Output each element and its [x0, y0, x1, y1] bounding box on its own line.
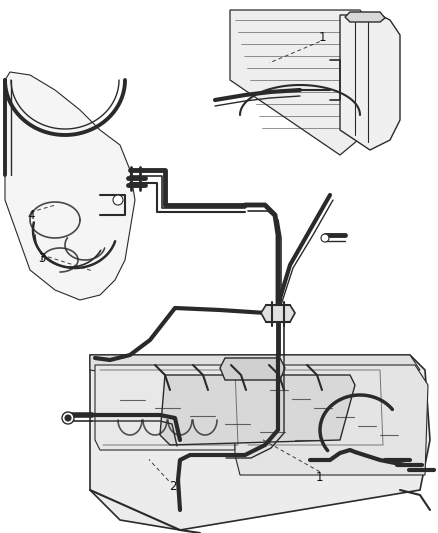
Circle shape [321, 234, 329, 242]
Polygon shape [340, 15, 400, 150]
Polygon shape [261, 305, 295, 322]
Polygon shape [230, 10, 375, 155]
Polygon shape [345, 12, 385, 22]
Circle shape [62, 412, 74, 424]
Text: 1: 1 [316, 471, 324, 483]
Text: 1: 1 [318, 31, 326, 44]
Polygon shape [5, 72, 135, 300]
Polygon shape [90, 355, 420, 380]
Text: 4: 4 [27, 209, 35, 222]
Polygon shape [235, 365, 428, 475]
Polygon shape [90, 355, 430, 530]
Polygon shape [220, 358, 285, 380]
Polygon shape [160, 375, 355, 445]
Circle shape [113, 195, 123, 205]
Text: 3: 3 [38, 252, 45, 265]
Text: 2: 2 [169, 480, 177, 492]
Polygon shape [95, 365, 235, 450]
Circle shape [65, 415, 71, 421]
